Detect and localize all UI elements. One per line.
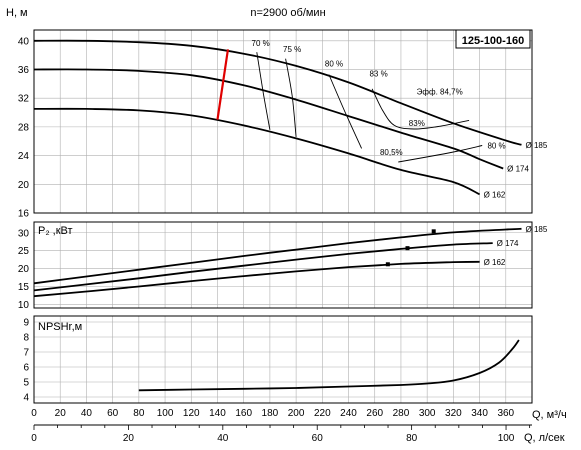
xtick-label-ls: 0 (31, 433, 37, 444)
npsh-ytick-label: 5 (23, 378, 29, 389)
x-axis-label-ls: Q, л/сек (524, 432, 565, 444)
power-series-label: Ø 174 (497, 239, 519, 248)
xtick-label-m3h: 120 (183, 408, 200, 419)
power-ylabel: P₂ ,кВт (38, 225, 73, 237)
head-series-label: Ø 185 (526, 141, 548, 150)
model-label: 125-100-160 (462, 35, 524, 47)
xtick-label-m3h: 140 (209, 408, 226, 419)
head-ytick-label: 20 (18, 180, 30, 191)
xtick-label-m3h: 280 (393, 408, 410, 419)
efficiency-isoline (256, 52, 271, 130)
head-ytick-label: 16 (18, 209, 30, 220)
xtick-label-m3h: 40 (81, 408, 93, 419)
grid-layer (33, 30, 532, 403)
head-panel-frame (33, 29, 533, 214)
power-series-label: Ø 162 (484, 258, 506, 267)
npsh-ytick-label: 7 (23, 348, 29, 359)
head-ytick-label: 28 (18, 122, 30, 133)
power-ytick-label: 15 (18, 282, 30, 293)
efficiency-label: 70 % (252, 39, 270, 48)
power-marker (405, 246, 410, 251)
text-layer: 16 20 24 28 32 36 40 10 15 20 25 30 4 5 6 7 8 9 0 20 40 60 80 1… (18, 36, 548, 444)
power-marker (431, 229, 436, 234)
xtick-label-ls: 40 (217, 433, 229, 444)
head-ytick-label: 40 (18, 36, 30, 47)
head-ylabel: H, м (6, 7, 28, 19)
xtick-label-m3h: 220 (314, 408, 331, 419)
frame-layer (33, 29, 533, 430)
npsh-ylabel: NPSHr,м (38, 321, 82, 333)
model-box (455, 29, 531, 49)
xtick-label-m3h: 200 (288, 408, 305, 419)
power-panel-frame (33, 221, 533, 309)
power-ytick-label: 25 (18, 246, 30, 257)
power-marker (385, 262, 390, 267)
power-ytick-label: 10 (18, 300, 30, 311)
efficiency-isoline (328, 74, 363, 149)
efficiency-label: 75 % (283, 45, 301, 54)
efficiency-label: 80,5% (380, 148, 403, 157)
head-ytick-label: 32 (18, 94, 30, 105)
chart-title: n=2900 об/мин (250, 7, 325, 19)
xtick-label-m3h: 160 (235, 408, 252, 419)
xtick-label-m3h: 60 (107, 408, 119, 419)
head-ytick-label: 24 (18, 151, 30, 162)
xtick-label-ls: 20 (123, 433, 135, 444)
xtick-label-m3h: 20 (55, 408, 67, 419)
npsh-ytick-label: 8 (23, 333, 29, 344)
efficiency-label: 83 % (369, 70, 387, 79)
min-flow-limit-line (216, 49, 230, 120)
xtick-label-ls: 100 (498, 433, 515, 444)
xtick-label-m3h: 340 (471, 408, 488, 419)
head-ytick-label: 36 (18, 65, 30, 76)
head-series-label: Ø 162 (484, 190, 506, 199)
head-series-line (33, 68, 504, 170)
power-series-line (33, 260, 480, 298)
power-series-line (33, 242, 493, 292)
head-series-label: Ø 174 (507, 165, 529, 174)
efficiency-isoline (398, 145, 483, 163)
npsh-ytick-label: 4 (23, 393, 29, 404)
efficiency-label: 80 % (325, 60, 343, 69)
power-ytick-label: 30 (18, 228, 30, 239)
efficiency-isoline (371, 88, 470, 130)
head-series-line (33, 107, 480, 196)
xtick-label-m3h: 0 (31, 408, 37, 419)
npsh-ytick-label: 6 (23, 363, 29, 374)
xtick-label-ls: 80 (406, 433, 418, 444)
efficiency-label: 83% (409, 119, 425, 128)
xtick-label-m3h: 100 (157, 408, 174, 419)
xtick-label-ls: 60 (312, 433, 324, 444)
npsh-ytick-label: 9 (23, 318, 29, 329)
xtick-label-m3h: 240 (340, 408, 357, 419)
power-series-line (33, 227, 522, 285)
efficiency-label: Эфф. 84,7% (417, 88, 463, 97)
npsh-series-line (138, 339, 520, 392)
xtick-label-m3h: 80 (133, 408, 145, 419)
efficiency-label: 80 % (487, 141, 505, 150)
npsh-panel-frame (33, 315, 533, 404)
power-ytick-label: 20 (18, 264, 30, 275)
curve-layer (33, 39, 522, 392)
xtick-label-m3h: 180 (262, 408, 279, 419)
xtick-label-m3h: 300 (419, 408, 436, 419)
power-series-label: Ø 185 (526, 225, 548, 234)
x-axis-label-m3h: Q, м³/ч (532, 409, 567, 421)
xtick-label-m3h: 360 (497, 408, 514, 419)
efficiency-isoline (285, 58, 297, 137)
xtick-label-m3h: 320 (445, 408, 462, 419)
head-series-line (33, 39, 522, 146)
xtick-label-m3h: 260 (366, 408, 383, 419)
